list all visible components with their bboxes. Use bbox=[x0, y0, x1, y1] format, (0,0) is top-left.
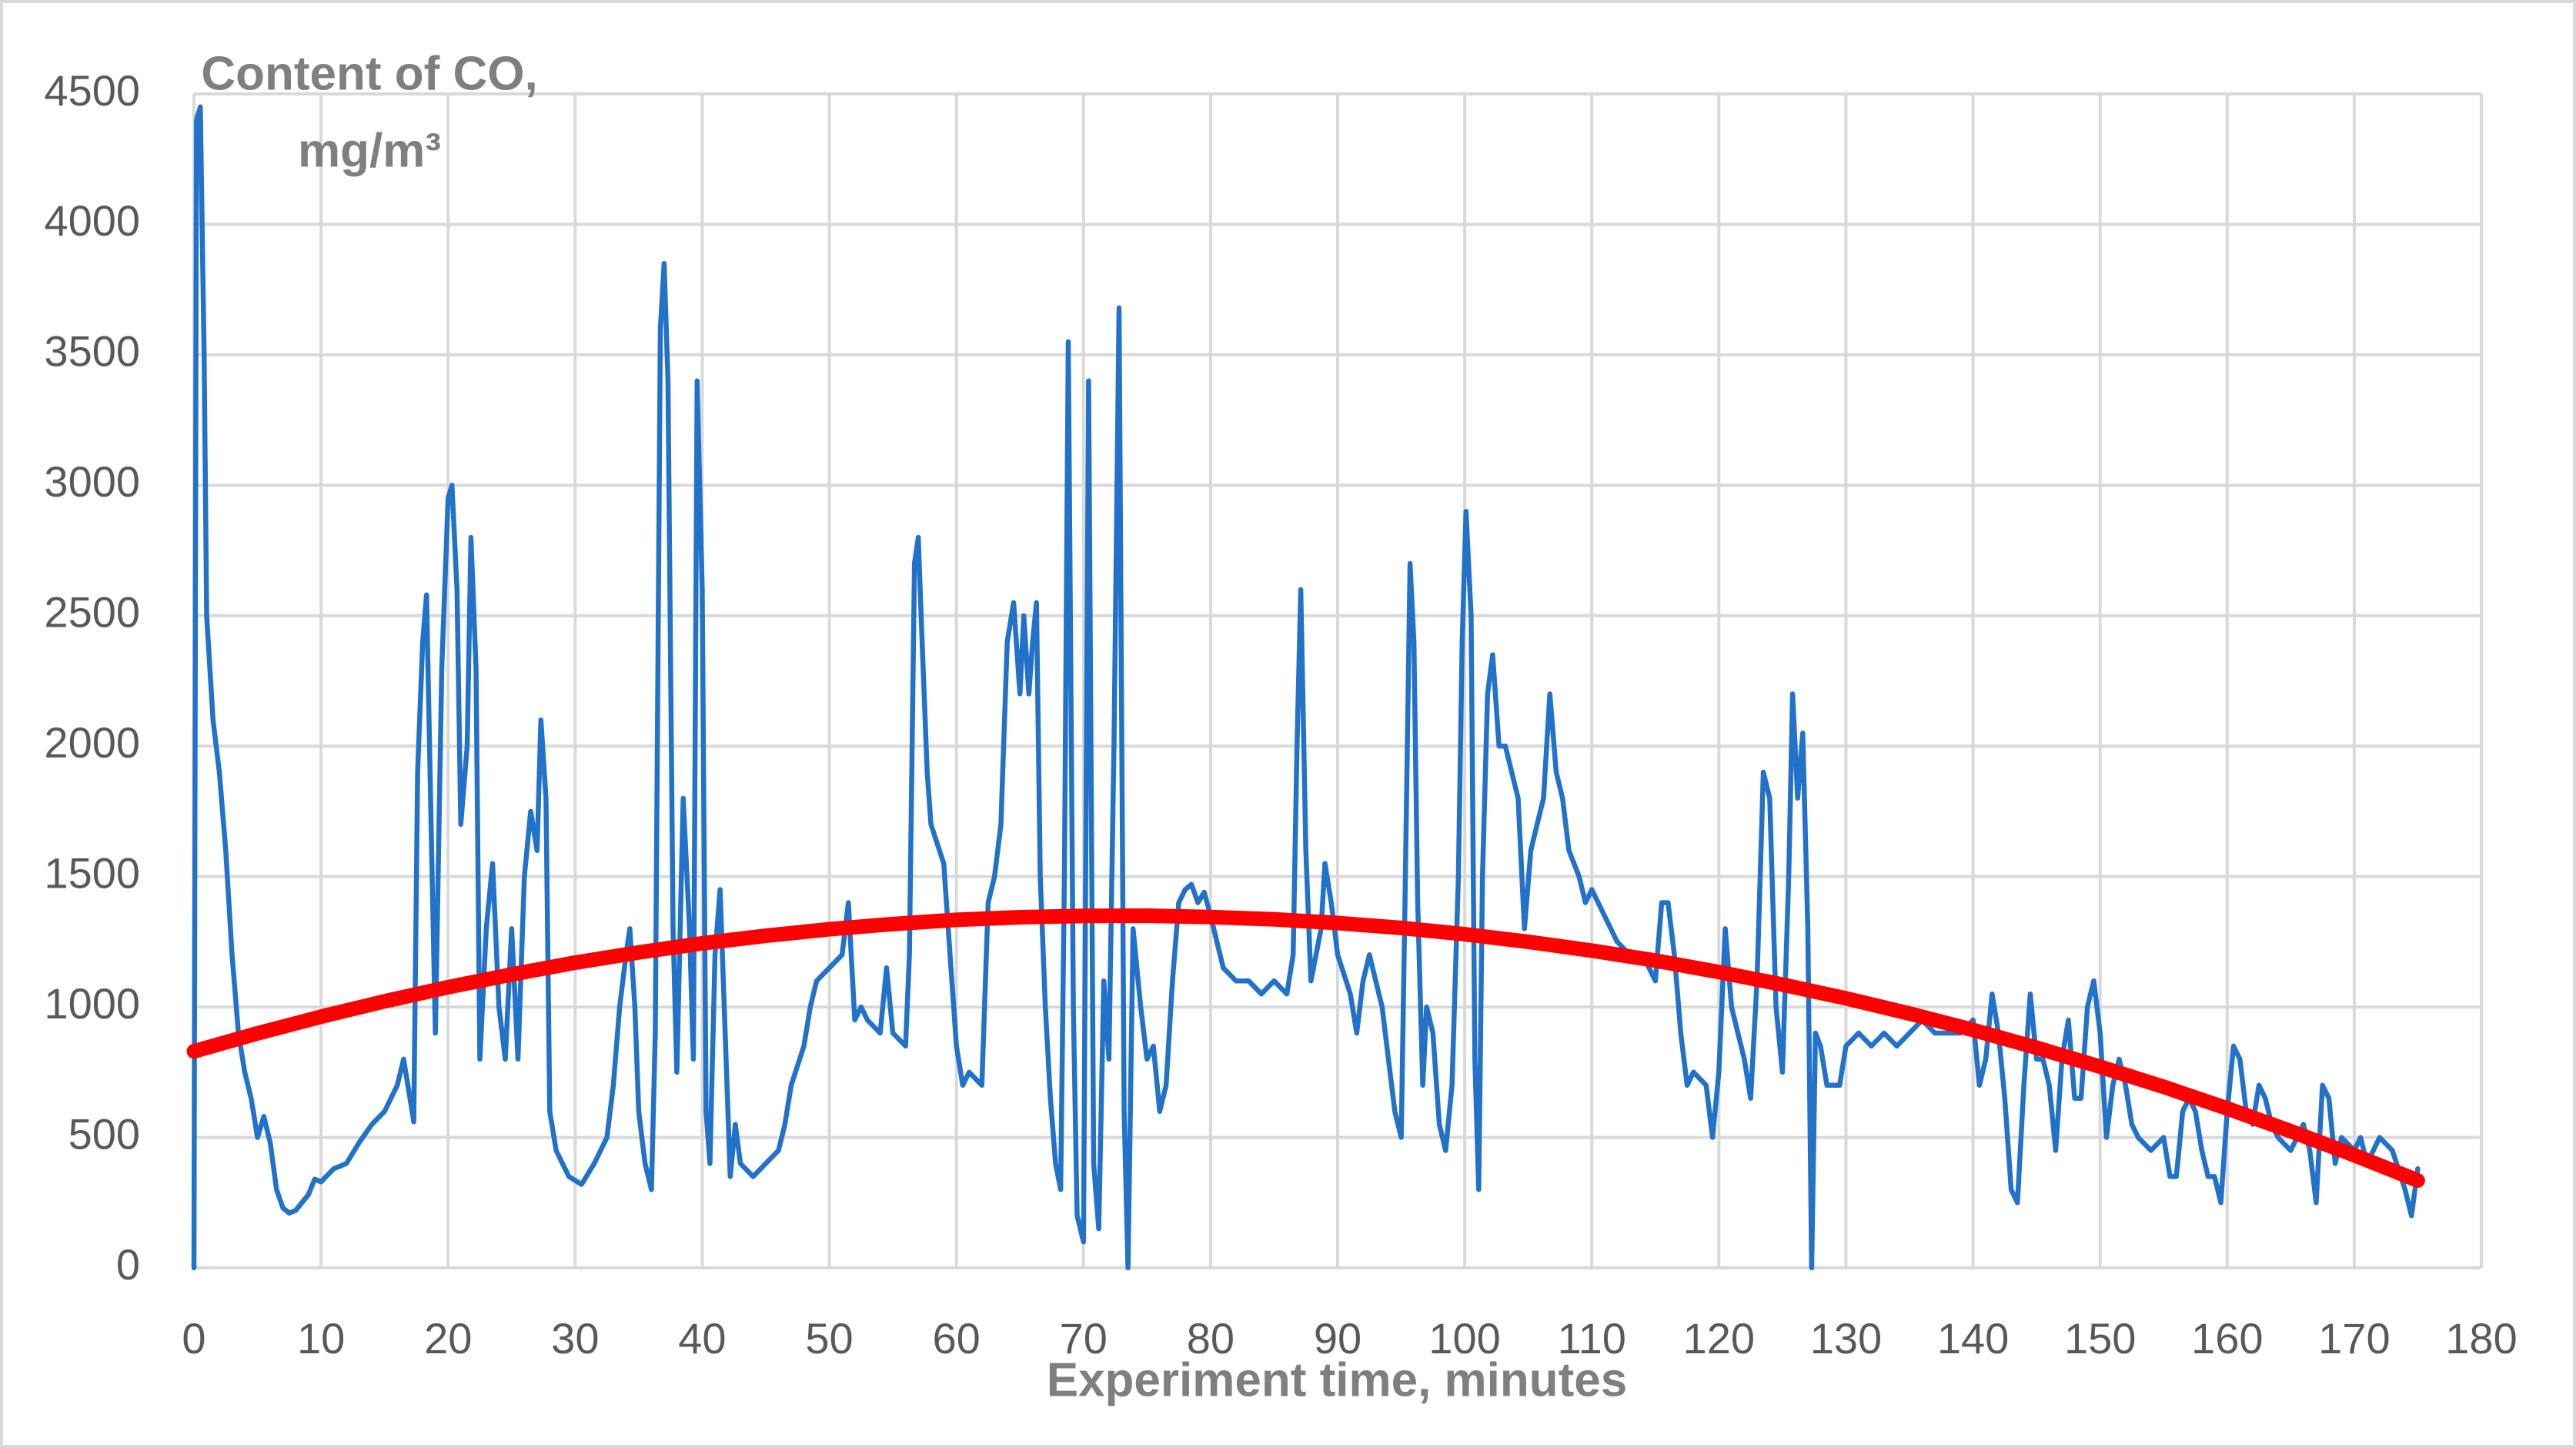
x-axis-label: Experiment time, minutes bbox=[1047, 1353, 1628, 1406]
x-tick-label: 20 bbox=[424, 1314, 472, 1363]
y-axis-label: mg/m³ bbox=[298, 124, 441, 177]
data-line bbox=[191, 104, 2421, 1271]
x-tick-label: 100 bbox=[1428, 1314, 1500, 1363]
y-tick-label: 4000 bbox=[44, 196, 140, 245]
x-tick-label: 140 bbox=[1937, 1314, 2009, 1363]
x-tick-label: 50 bbox=[805, 1314, 853, 1363]
y-tick-label: 500 bbox=[68, 1109, 140, 1158]
x-tick-label: 30 bbox=[551, 1314, 599, 1363]
y-tick-label: 2500 bbox=[44, 588, 140, 637]
x-tick-label: 180 bbox=[2445, 1314, 2517, 1363]
y-axis-label: Content of CO, bbox=[201, 47, 537, 100]
x-tick-label: 40 bbox=[678, 1314, 726, 1363]
x-tick-label: 70 bbox=[1060, 1314, 1108, 1363]
y-tick-label: 4500 bbox=[44, 66, 140, 115]
y-tick-label: 3000 bbox=[44, 457, 140, 506]
x-tick-label: 160 bbox=[2191, 1314, 2263, 1363]
y-tick-label: 1500 bbox=[44, 848, 140, 897]
trend-line bbox=[186, 908, 2425, 1188]
y-tick-label: 1000 bbox=[44, 979, 140, 1028]
x-tick-label: 80 bbox=[1187, 1314, 1235, 1363]
y-tick-label: 0 bbox=[116, 1240, 140, 1289]
x-tick-label: 120 bbox=[1683, 1314, 1755, 1363]
x-tick-label: 150 bbox=[2064, 1314, 2136, 1363]
x-tick-label: 10 bbox=[297, 1314, 345, 1363]
y-tick-label: 2000 bbox=[44, 718, 140, 767]
x-tick-label: 90 bbox=[1314, 1314, 1362, 1363]
x-tick-label: 110 bbox=[1558, 1314, 1626, 1363]
x-tick-label: 130 bbox=[1810, 1314, 1882, 1363]
x-tick-label: 0 bbox=[182, 1314, 205, 1363]
x-tick-label: 170 bbox=[2318, 1314, 2390, 1363]
y-tick-label: 3500 bbox=[44, 327, 140, 376]
x-tick-label: 60 bbox=[933, 1314, 981, 1363]
